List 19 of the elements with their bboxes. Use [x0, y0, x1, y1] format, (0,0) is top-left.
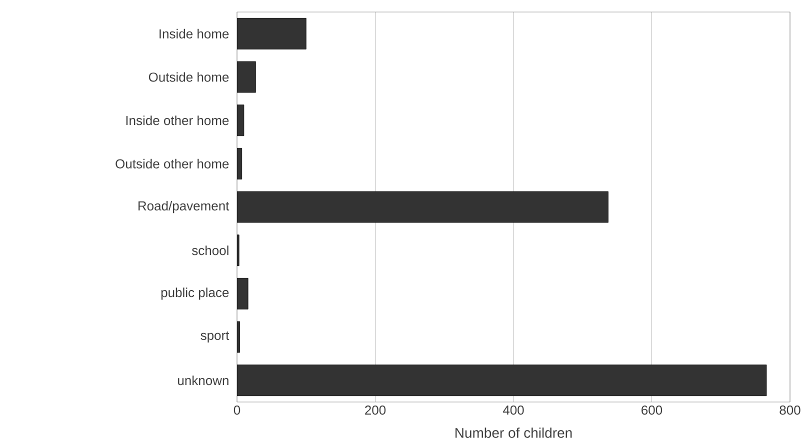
- x-tick-label: 600: [642, 406, 662, 415]
- bar: [237, 18, 306, 50]
- y-tick-label: Inside home: [160, 28, 229, 38]
- x-tick-label: 800: [780, 406, 800, 415]
- y-tick-label: Road/pavement: [138, 200, 230, 214]
- bar: [237, 61, 256, 93]
- bar: [237, 364, 767, 396]
- y-tick-label: unknown: [178, 376, 228, 386]
- y-tick-label: Outside other home: [116, 158, 229, 168]
- x-tick-label: 400: [502, 406, 524, 415]
- y-tick-label: Inside other home: [126, 116, 229, 126]
- bar: [237, 191, 608, 223]
- x-axis-title: Number of children: [456, 428, 572, 438]
- y-tick-label: Outside home: [148, 72, 229, 82]
- y-tick-label: school: [192, 246, 228, 256]
- x-tick-label: 0: [234, 406, 240, 415]
- x-tick-label: 200: [365, 406, 386, 415]
- y-tick-label: public place: [161, 288, 229, 300]
- y-tick-label: sport: [200, 331, 230, 343]
